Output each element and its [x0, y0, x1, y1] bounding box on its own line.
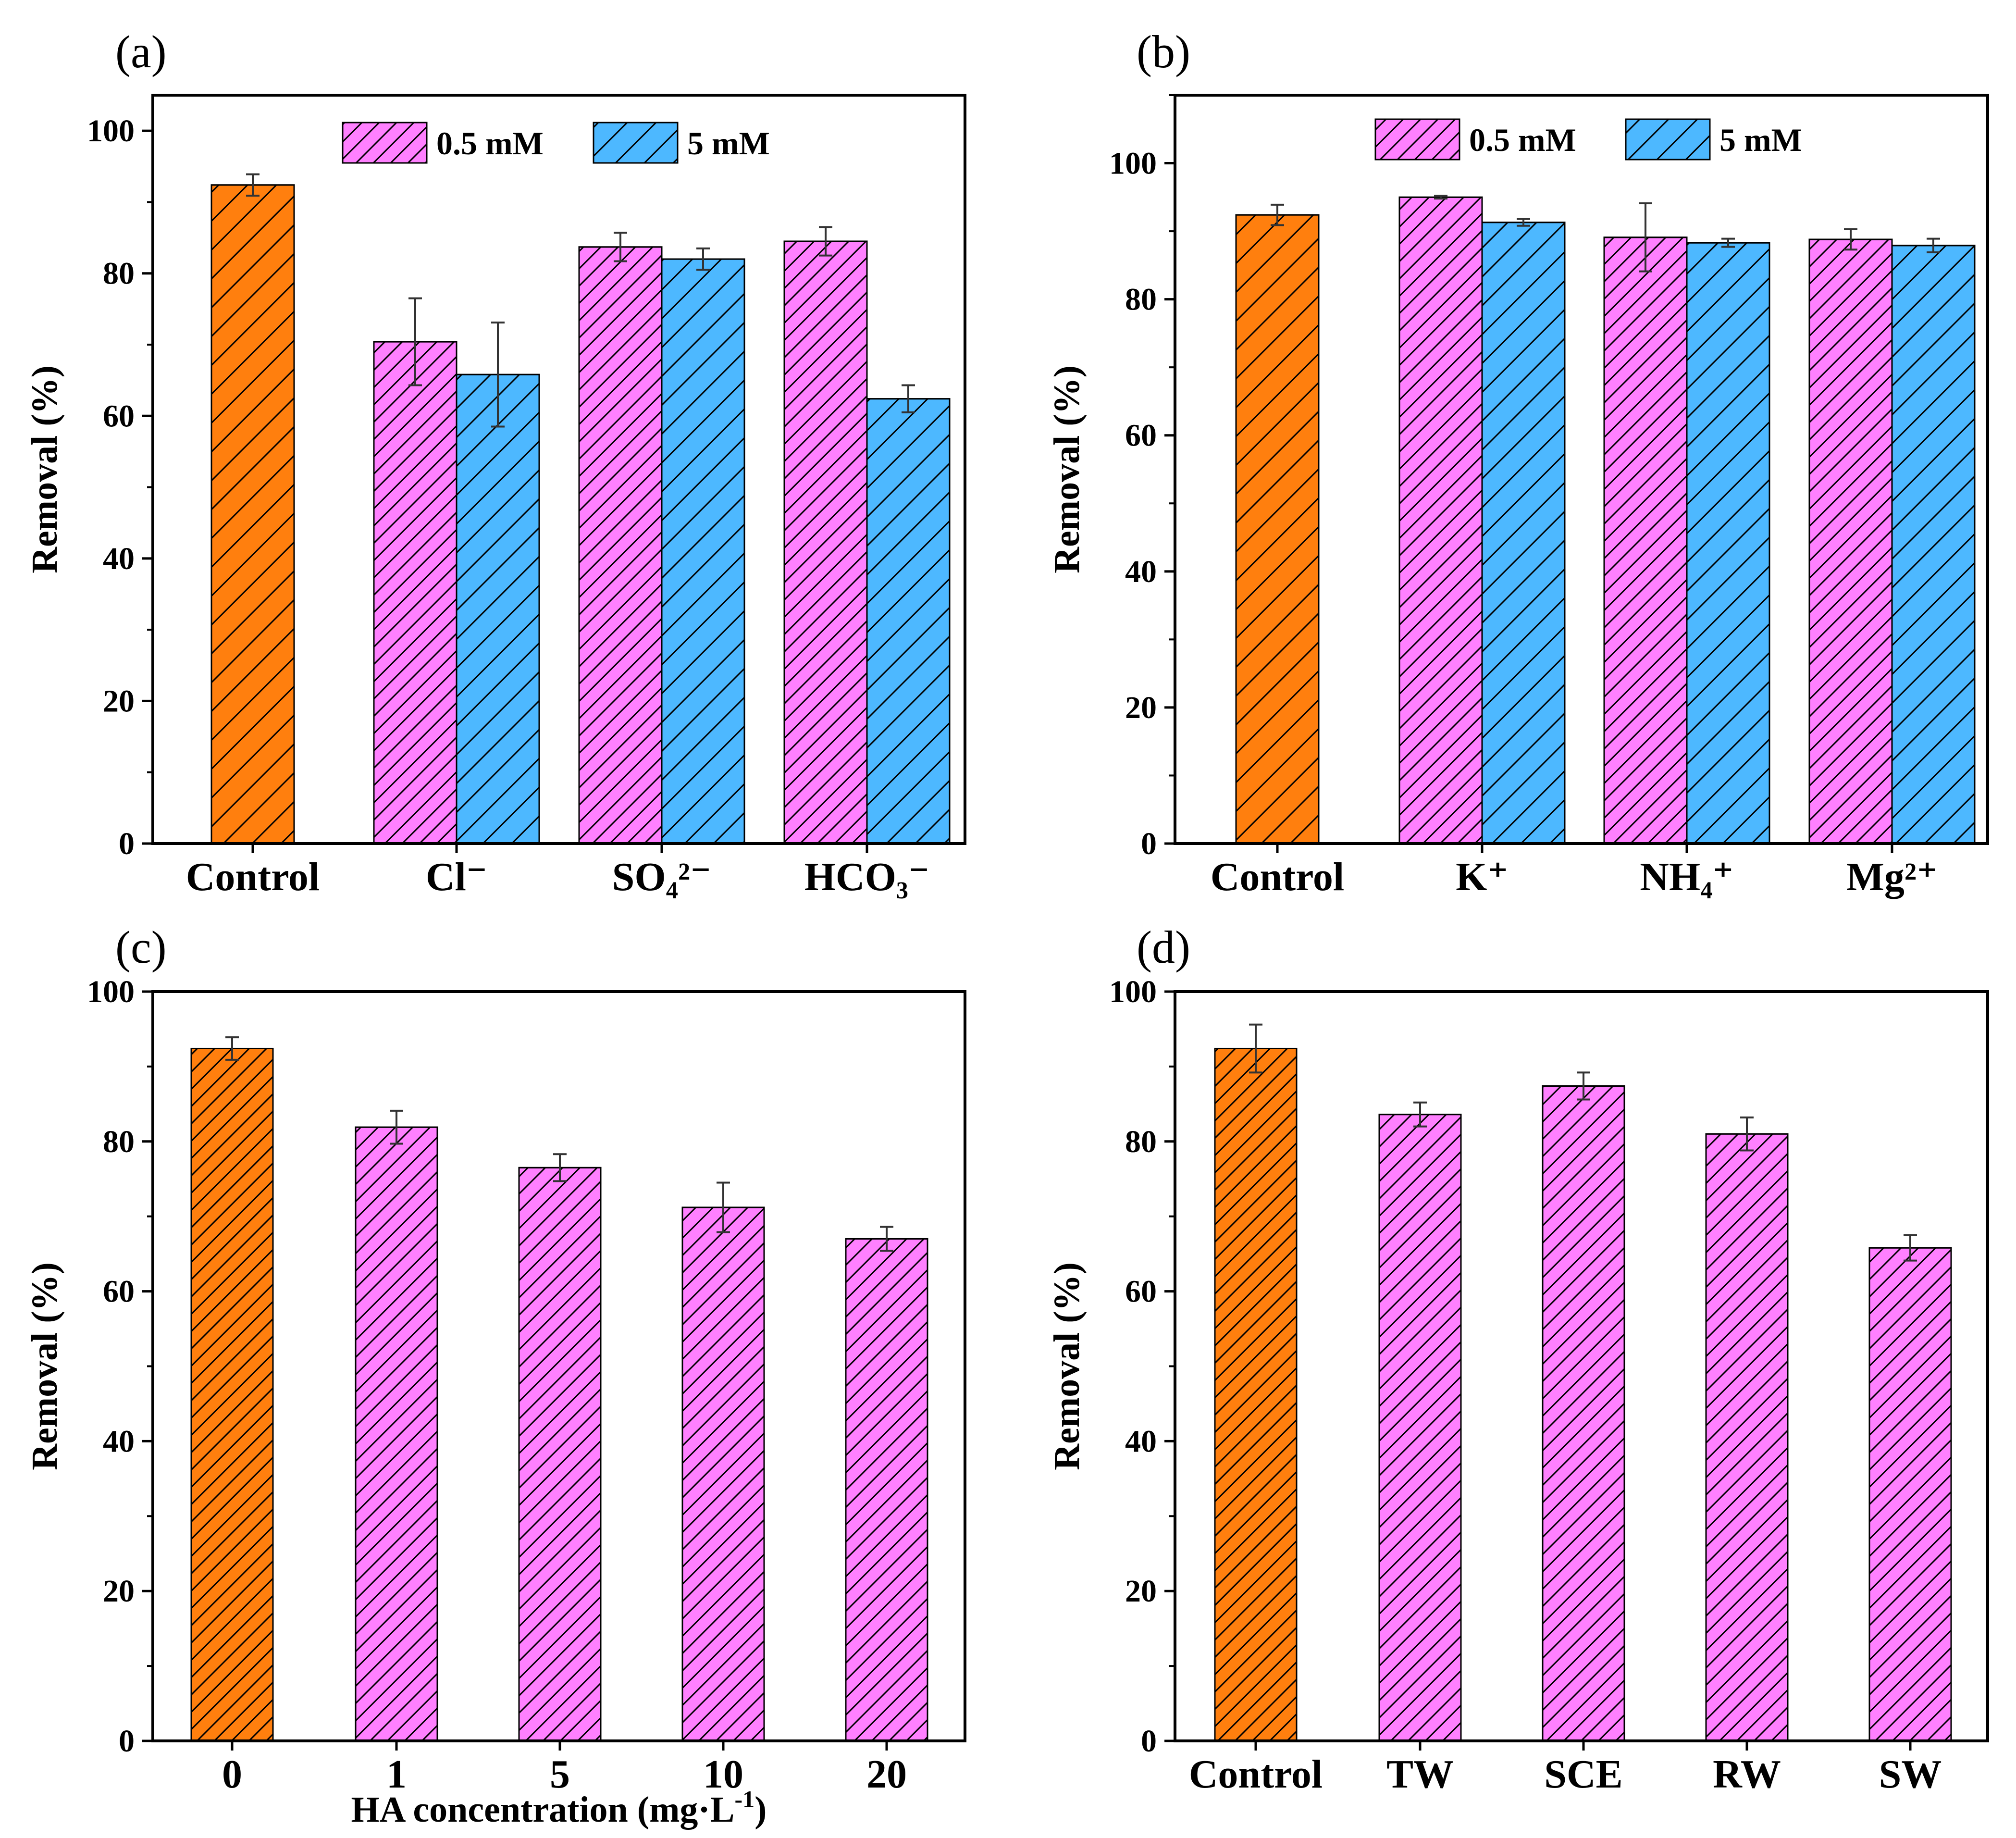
x-axis-title: HA concentration (mg·L-1): [351, 1786, 767, 1830]
y-tick-label: 100: [87, 113, 135, 149]
x-tick-label: Control: [1189, 1752, 1323, 1797]
panel-c: (c) 0 20 40 60 80 100 0 1 5 10 20 Removal (%) HA conc…: [25, 921, 966, 1830]
x-tick-label: Control: [186, 855, 320, 899]
legend-label: 0.5 mM: [436, 125, 544, 161]
y-tick-label: 60: [103, 1274, 135, 1309]
x-tick-label: Cl⁻: [426, 855, 487, 899]
bar-hatch: [578, 246, 663, 844]
y-axis-title: Removal (%): [1047, 1262, 1087, 1470]
y-tick-label: 0: [1141, 1724, 1157, 1759]
bar-hatch: [1481, 222, 1566, 844]
panel-letter: (d): [1137, 921, 1190, 973]
panel-letter: (b): [1137, 26, 1190, 77]
bar-hatch: [1235, 214, 1320, 844]
y-tick-label: 0: [1141, 826, 1157, 861]
bar-hatch: [1214, 1047, 1298, 1742]
bar-hatch: [210, 184, 295, 844]
y-tick-label: 20: [103, 683, 135, 719]
x-tick-label: 5: [550, 1752, 570, 1797]
x-axis-title-main: HA concentration (mg·L: [351, 1789, 735, 1830]
y-tick-label: 40: [1125, 554, 1157, 589]
y-tick-label: 80: [103, 1124, 135, 1159]
y-axis-title: Removal (%): [25, 1262, 65, 1470]
y-tick-label: 0: [119, 826, 135, 861]
panel-a: (a) 0 20 40 60 80 100 Control Cl⁻ SO₄²⁻ HCO₃⁻ Remov…: [25, 26, 966, 899]
x-tick-label: Mg²⁺: [1846, 855, 1938, 899]
x-tick-label: 10: [703, 1752, 743, 1797]
bar-hatch: [1603, 236, 1688, 844]
panel-letter: (a): [115, 26, 167, 77]
x-axis-title-end: ): [754, 1789, 767, 1830]
panel-b: (b) 0 20 40 60 80 100 Control K⁺ NH₄⁺ Mg²⁺ Removal …: [1047, 26, 1989, 899]
panel-letter: (c): [115, 921, 167, 973]
x-tick-label: NH₄⁺: [1640, 855, 1734, 899]
legend-swatch-hatch: [1374, 118, 1460, 161]
y-tick-label: 20: [1125, 690, 1157, 725]
x-tick-label: 20: [866, 1752, 907, 1797]
plot-frame: [151, 94, 966, 845]
bar-hatch: [1542, 1085, 1625, 1742]
x-axis-title-sup: -1: [734, 1786, 754, 1813]
y-tick-label: 80: [1125, 1124, 1157, 1159]
y-tick-label: 60: [103, 398, 135, 434]
y-tick-label: 80: [1125, 282, 1157, 317]
bar-hatch: [681, 1206, 765, 1742]
y-tick-label: 40: [103, 541, 135, 576]
x-tick-label: K⁺: [1456, 855, 1509, 899]
bar-hatch: [1378, 1114, 1462, 1742]
x-tick-label: SW: [1879, 1752, 1942, 1797]
y-tick-label: 80: [103, 256, 135, 291]
y-axis-title: Removal (%): [1047, 365, 1087, 573]
x-tick-label: RW: [1713, 1752, 1781, 1797]
bar-hatch: [1686, 242, 1770, 844]
legend-label: 0.5 mM: [1469, 122, 1576, 158]
x-tick-label: 1: [386, 1752, 407, 1797]
y-tick-label: 100: [87, 974, 135, 1009]
bar-hatch: [783, 240, 868, 844]
bar-hatch: [1808, 238, 1893, 844]
bar-hatch: [1891, 245, 1976, 844]
legend-swatch-hatch: [342, 122, 428, 164]
bar-hatch: [1705, 1133, 1789, 1742]
bar-hatch: [456, 373, 540, 844]
y-tick-label: 40: [103, 1424, 135, 1459]
y-tick-label: 40: [1125, 1424, 1157, 1459]
y-tick-label: 100: [1109, 146, 1157, 181]
bar-hatch: [1868, 1247, 1952, 1742]
bar-hatch: [866, 398, 951, 844]
bar-hatch: [518, 1167, 602, 1742]
y-tick-label: 60: [1125, 1274, 1157, 1309]
bar-hatch: [373, 341, 458, 844]
bar-hatch: [661, 258, 745, 844]
x-tick-label: SO₄²⁻: [612, 855, 712, 899]
legend-label: 5 mM: [687, 125, 770, 161]
legend-swatch-hatch: [593, 122, 679, 164]
x-tick-label: 0: [222, 1752, 242, 1797]
x-tick-label: Control: [1211, 855, 1344, 899]
y-tick-label: 0: [119, 1724, 135, 1759]
legend-label: 5 mM: [1719, 122, 1802, 158]
y-tick-label: 60: [1125, 418, 1157, 453]
bar-hatch: [355, 1126, 438, 1742]
y-tick-label: 20: [1125, 1574, 1157, 1609]
legend-swatch-hatch: [1625, 118, 1711, 161]
y-tick-label: 20: [103, 1574, 135, 1609]
x-tick-label: SCE: [1544, 1752, 1622, 1797]
panel-d: (d) 0 20 40 60 80 100 Control TW SCE RW SW Removal (…: [1047, 921, 1989, 1797]
bar-hatch: [845, 1238, 928, 1742]
x-tick-label: TW: [1386, 1752, 1454, 1797]
y-tick-label: 100: [1109, 974, 1157, 1009]
bar-hatch: [190, 1047, 274, 1742]
y-axis-title: Removal (%): [25, 365, 65, 573]
bar-hatch: [1398, 196, 1483, 844]
plot-frame: [1174, 94, 1989, 845]
x-tick-label: HCO₃⁻: [804, 855, 930, 899]
